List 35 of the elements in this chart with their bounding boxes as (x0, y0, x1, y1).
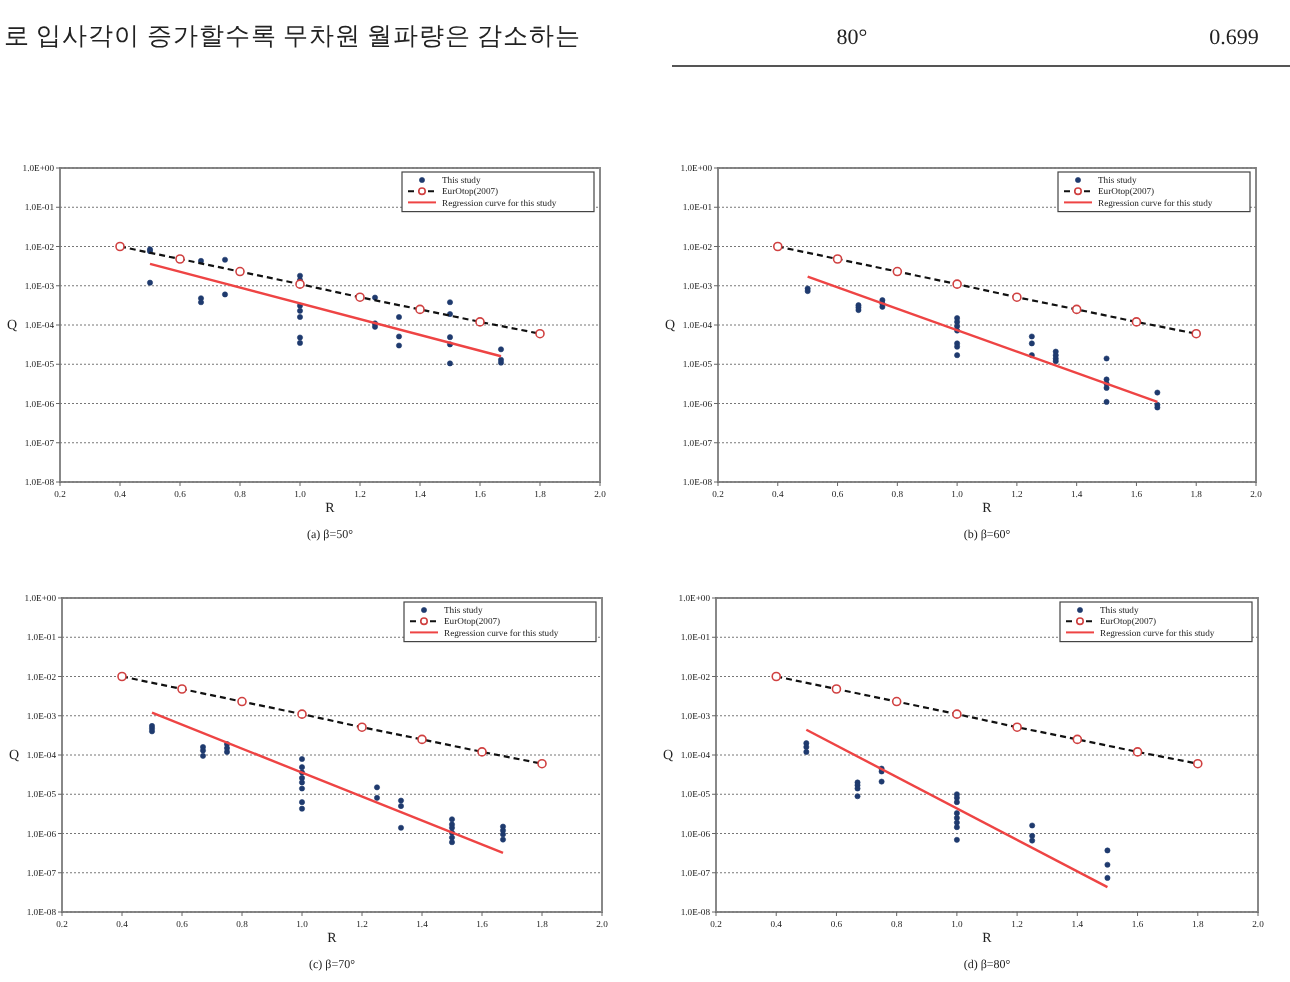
text: 0.699 (1209, 26, 1260, 50)
point (235, 266, 245, 277)
point (1072, 734, 1083, 745)
point (832, 254, 843, 264)
point (952, 279, 962, 289)
point (117, 671, 127, 682)
point (177, 684, 187, 694)
point (1012, 722, 1022, 733)
point (772, 241, 783, 252)
point (115, 241, 125, 252)
text: 80° (836, 26, 868, 50)
point (535, 328, 545, 339)
point (355, 292, 365, 303)
point (1191, 328, 1202, 339)
point (417, 734, 427, 745)
point (477, 747, 487, 757)
point (297, 709, 307, 719)
point (1132, 747, 1143, 757)
point (237, 696, 247, 707)
point (175, 254, 185, 264)
point (892, 266, 903, 277)
point (415, 304, 425, 315)
point (537, 758, 547, 769)
point (891, 696, 902, 707)
point (1192, 758, 1203, 769)
point (771, 671, 782, 682)
point (475, 317, 485, 327)
point (1012, 292, 1022, 303)
point (1071, 304, 1082, 315)
point (1131, 317, 1142, 327)
point (295, 279, 305, 289)
point (831, 684, 842, 694)
point (357, 722, 367, 733)
point (952, 709, 962, 719)
text: 로 입사각이 증가할수록 무차원 월파량은 감소하는 (4, 22, 582, 50)
